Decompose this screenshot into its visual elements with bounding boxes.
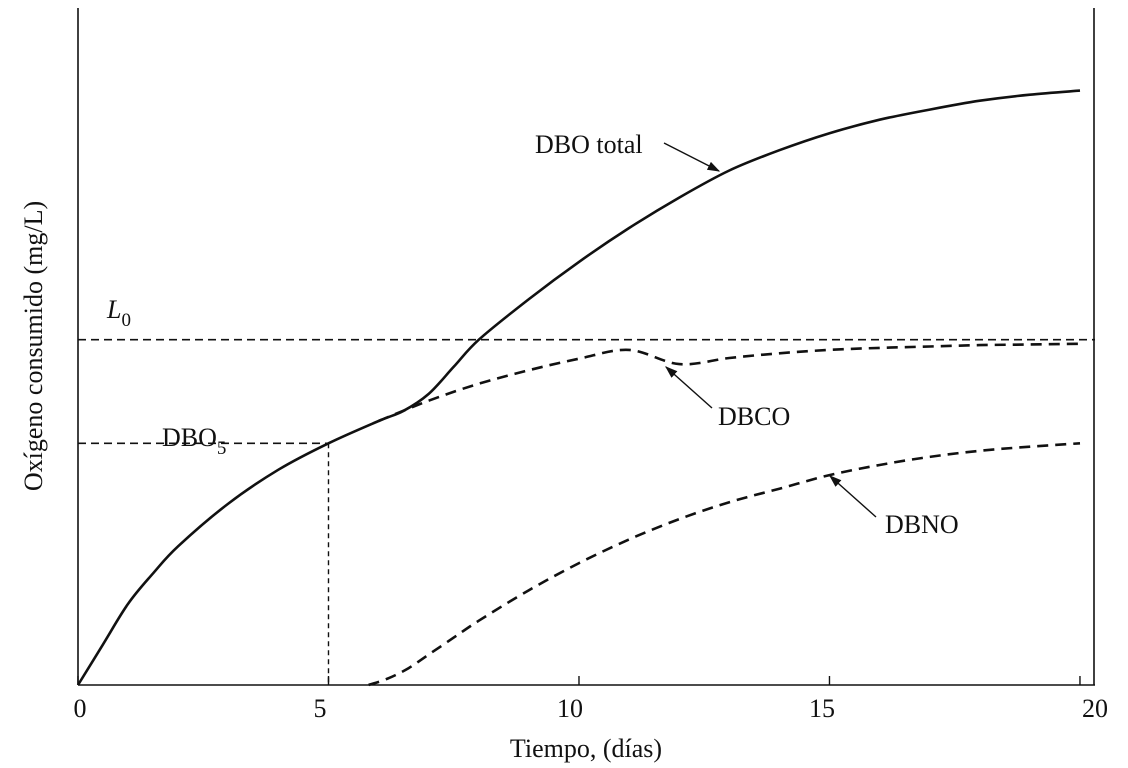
dbno-label: DBNO <box>885 510 959 539</box>
dbo-total-arrow <box>663 142 721 172</box>
dbno-arrow <box>829 475 877 518</box>
dbo5-label-base: DBO <box>162 423 217 452</box>
dbco-label: DBCO <box>718 402 790 431</box>
y-axis-title: Oxígeno consumido (mg/L) <box>19 201 48 491</box>
l0-label-base: L <box>106 295 121 324</box>
dbo5-label-sub: 5 <box>217 438 227 459</box>
x-tick-label: 5 <box>314 694 327 723</box>
x-tick-label: 20 <box>1082 694 1108 723</box>
x-axis-title: Tiempo, (días) <box>510 734 662 763</box>
l0-label-sub: 0 <box>121 310 131 331</box>
dbo-total-curve <box>76 89 1081 686</box>
x-tick-label: 15 <box>809 694 835 723</box>
dbo-total-label: DBO total <box>535 130 643 159</box>
dbco-arrow <box>665 366 713 409</box>
x-tick-label: 10 <box>557 694 583 723</box>
dbno-curve <box>368 442 1081 687</box>
dbo5-label: DBO5 <box>162 423 226 459</box>
l0-label: L0 <box>106 295 131 331</box>
x-tick-label: 0 <box>74 694 87 723</box>
dbco-curve <box>378 342 1081 423</box>
x-ticks <box>77 676 1081 685</box>
